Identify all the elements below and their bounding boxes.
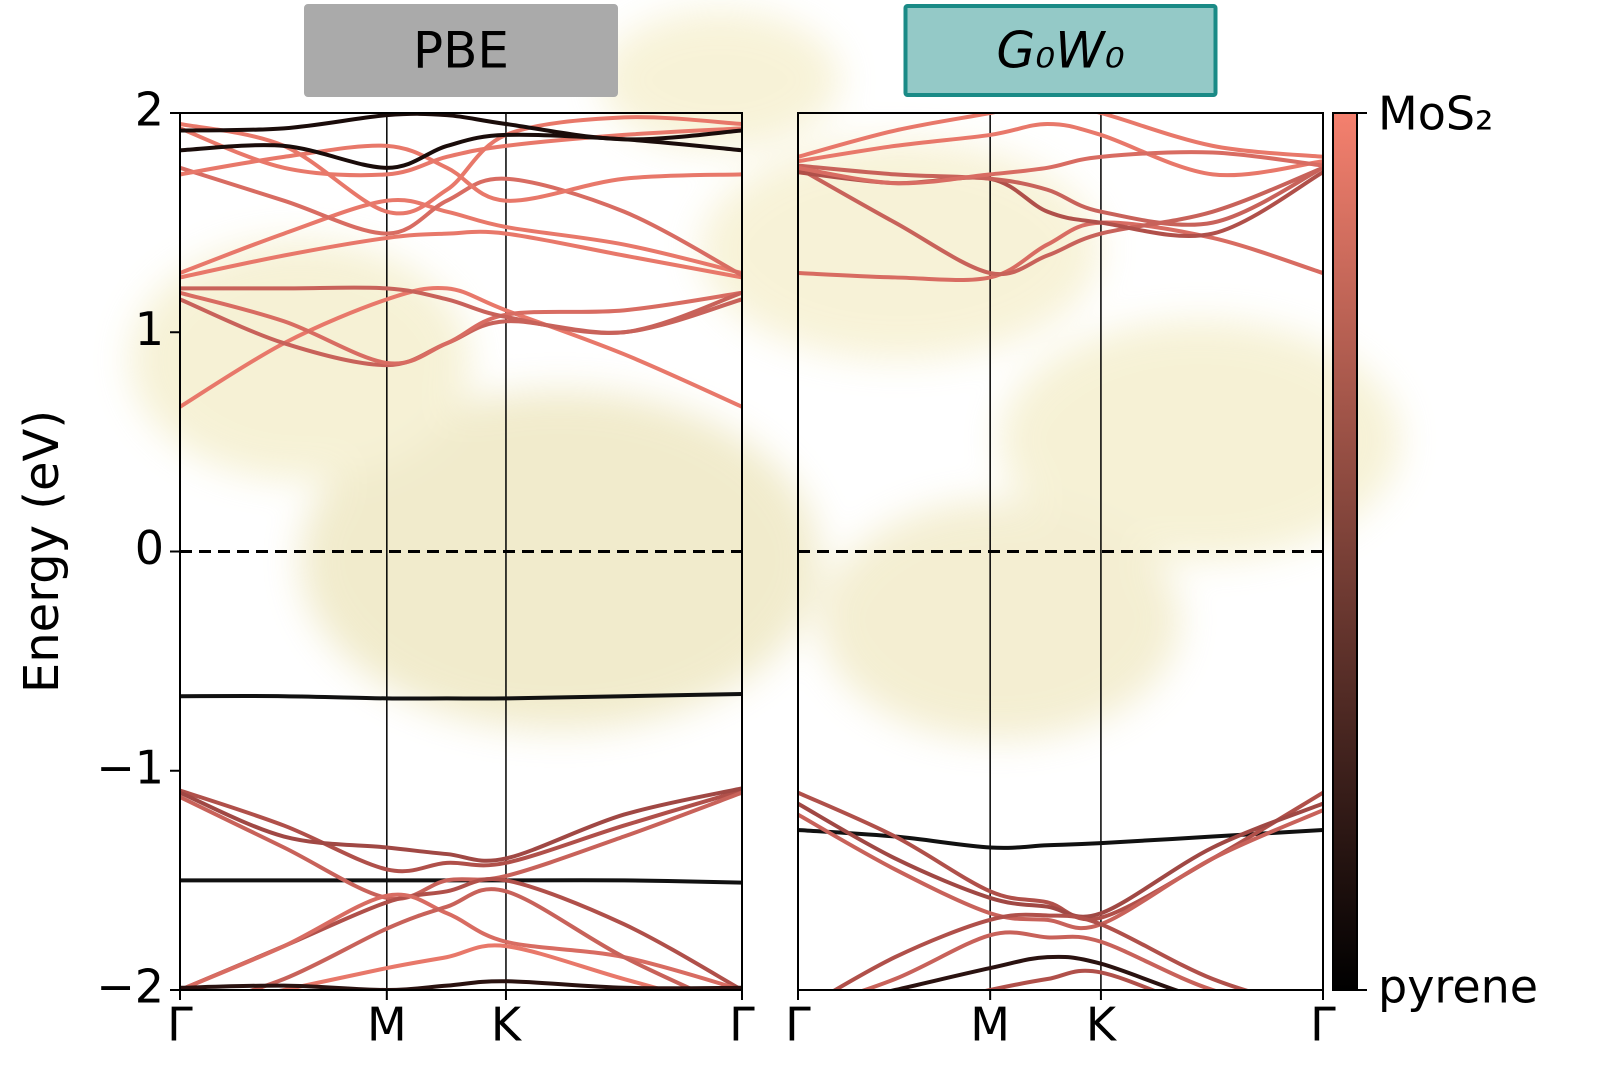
chart-title: G₀W₀ xyxy=(996,22,1124,80)
y-tick-label: −2 xyxy=(96,960,164,1014)
y-tick-label: 1 xyxy=(135,302,164,356)
chart-title: PBE xyxy=(413,22,509,80)
y-axis-label: Energy (eV) xyxy=(14,410,70,693)
figure: PBEΓMKΓ−2−1012Energy (eV)G₀W₀ΓMKΓpyreneM… xyxy=(0,0,1621,1088)
x-tick-label: K xyxy=(491,998,523,1052)
band-line xyxy=(180,793,742,899)
band-line xyxy=(180,889,742,1012)
x-tick-label: K xyxy=(1086,998,1118,1052)
x-tick-label: Γ xyxy=(167,998,193,1052)
x-tick-label: M xyxy=(367,998,407,1052)
colorbar-label: MoS₂ xyxy=(1378,87,1493,141)
x-tick-label: Γ xyxy=(1310,998,1336,1052)
y-tick-label: 0 xyxy=(135,521,164,575)
background-molecule xyxy=(130,10,1400,740)
band-line xyxy=(798,971,1323,1034)
band-line xyxy=(798,915,1323,1012)
band-line xyxy=(798,793,1323,920)
colorbar-label: pyrene xyxy=(1378,960,1538,1014)
y-tick-label: 2 xyxy=(135,83,164,137)
x-tick-label: Γ xyxy=(729,998,755,1052)
band-line xyxy=(180,981,742,990)
x-tick-label: Γ xyxy=(785,998,811,1052)
colorbar xyxy=(1333,113,1357,990)
y-tick-label: −1 xyxy=(96,740,164,794)
x-tick-label: M xyxy=(970,998,1010,1052)
band-line xyxy=(798,932,1323,1012)
